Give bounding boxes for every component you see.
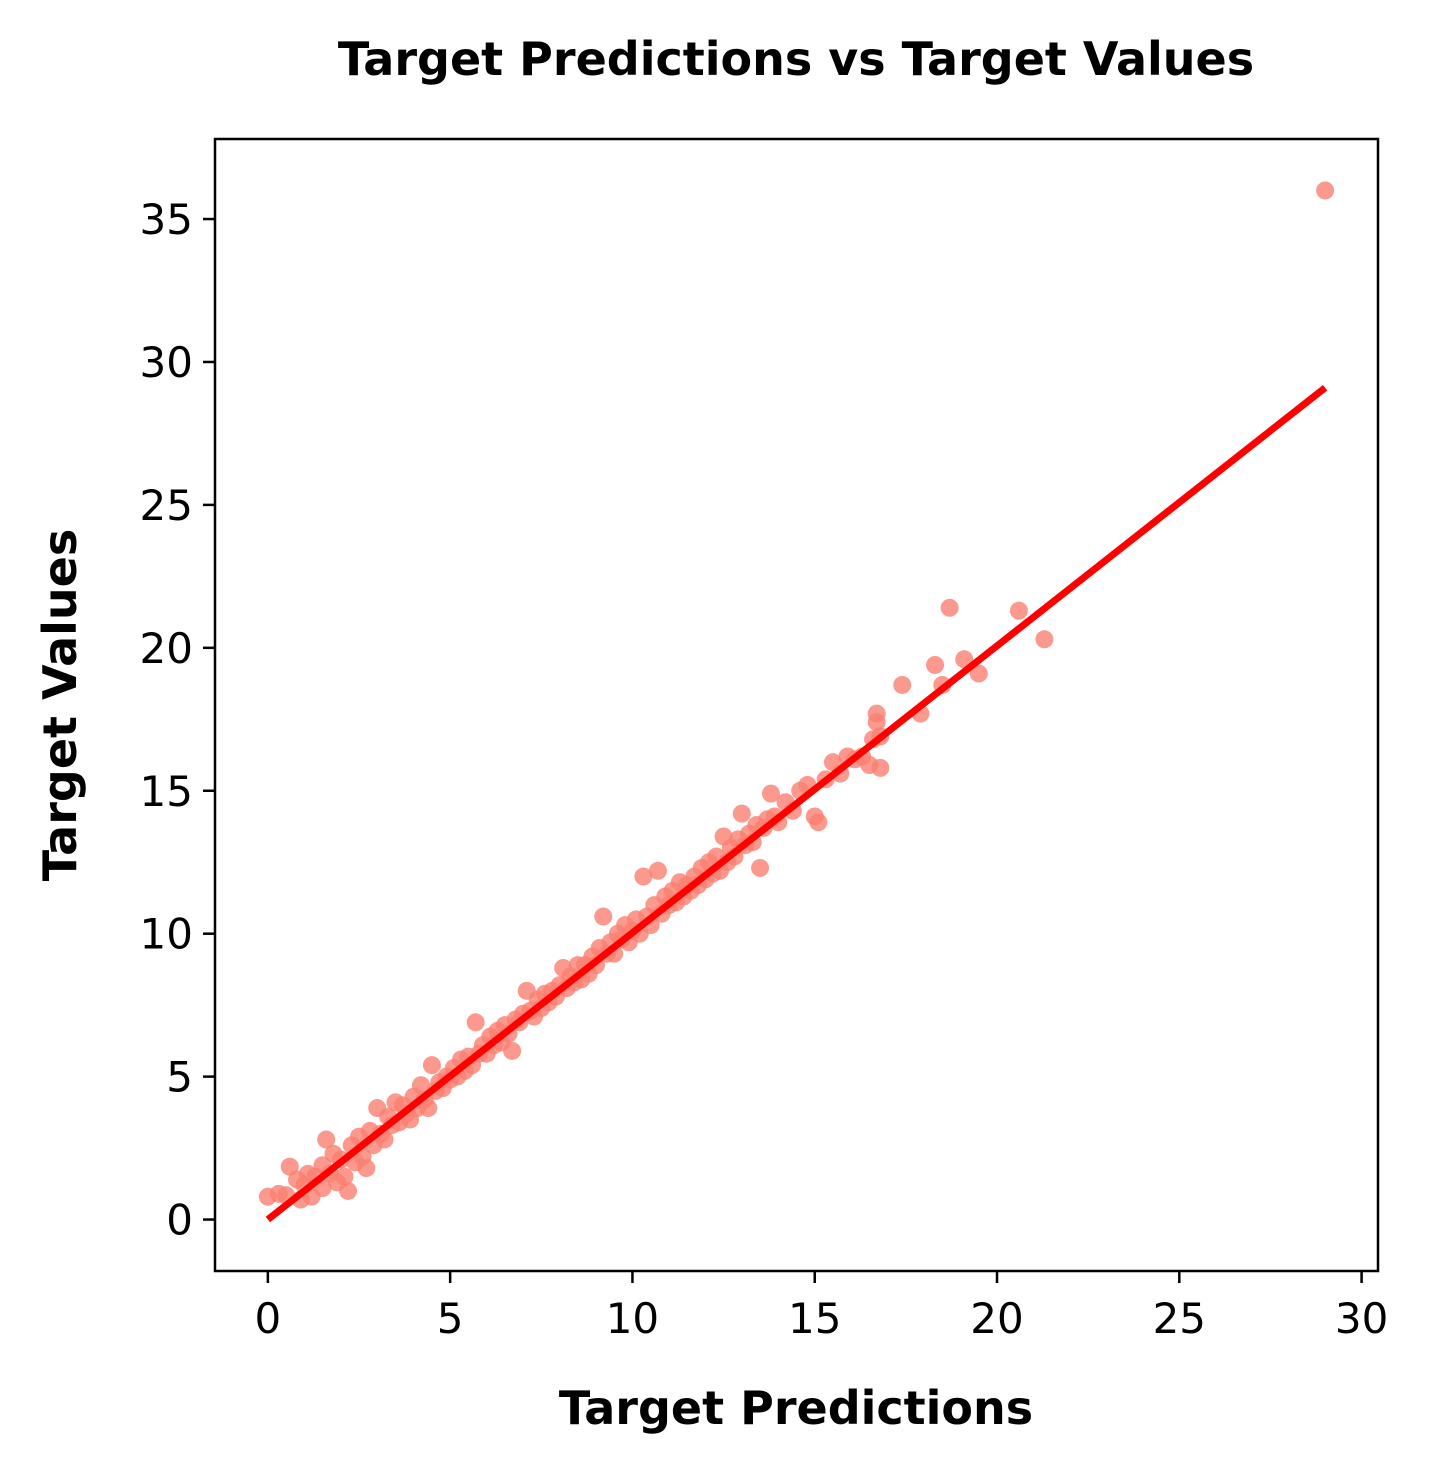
data-point	[357, 1159, 376, 1178]
x-axis-ticks: 0 5 10 15 20 25 30	[254, 1271, 1388, 1343]
data-point	[969, 664, 988, 683]
plot-frame	[213, 137, 1380, 1273]
data-point	[1009, 601, 1028, 620]
data-point	[648, 861, 667, 880]
y-tick-label: 30	[140, 338, 193, 387]
chart-title: Target Predictions vs Target Values	[338, 32, 1254, 86]
data-point	[940, 598, 959, 617]
regression-line	[265, 384, 1328, 1223]
x-tick-label: 10	[606, 1294, 659, 1343]
data-point	[926, 655, 945, 674]
data-point	[634, 867, 653, 886]
data-point	[761, 784, 780, 803]
data-point	[809, 813, 828, 832]
y-tick-label: 35	[140, 195, 193, 244]
data-point	[732, 804, 751, 823]
x-tick-label: 30	[1335, 1294, 1388, 1343]
data-point	[594, 907, 613, 926]
data-point	[751, 858, 770, 877]
scatter-points	[258, 181, 1335, 1209]
y-tick-label: 10	[140, 910, 193, 959]
data-point	[422, 1056, 441, 1075]
data-point	[339, 1181, 358, 1200]
data-point	[419, 1099, 438, 1118]
data-point	[317, 1130, 336, 1149]
data-point	[335, 1167, 354, 1186]
x-axis-label: Target Predictions	[559, 1381, 1033, 1435]
y-tick-label: 0	[166, 1196, 193, 1245]
y-tick-label: 15	[140, 767, 193, 816]
data-point	[871, 758, 890, 777]
y-axis-ticks: 0 5 10 15 20 25 30 35	[140, 195, 215, 1245]
y-tick-label: 20	[140, 624, 193, 673]
x-tick-label: 25	[1153, 1294, 1206, 1343]
data-point	[893, 675, 912, 694]
data-point	[466, 1013, 485, 1032]
x-tick-label: 20	[970, 1294, 1023, 1343]
data-point	[1316, 181, 1335, 200]
x-tick-label: 15	[788, 1294, 841, 1343]
x-tick-label: 5	[437, 1294, 464, 1343]
y-tick-label: 25	[140, 481, 193, 530]
data-point	[411, 1076, 430, 1095]
data-point	[503, 1041, 522, 1060]
data-point	[1035, 630, 1054, 649]
y-tick-label: 5	[166, 1053, 193, 1102]
y-axis-label: Target Values	[33, 529, 87, 882]
x-tick-label: 0	[254, 1294, 281, 1343]
data-point	[867, 704, 886, 723]
